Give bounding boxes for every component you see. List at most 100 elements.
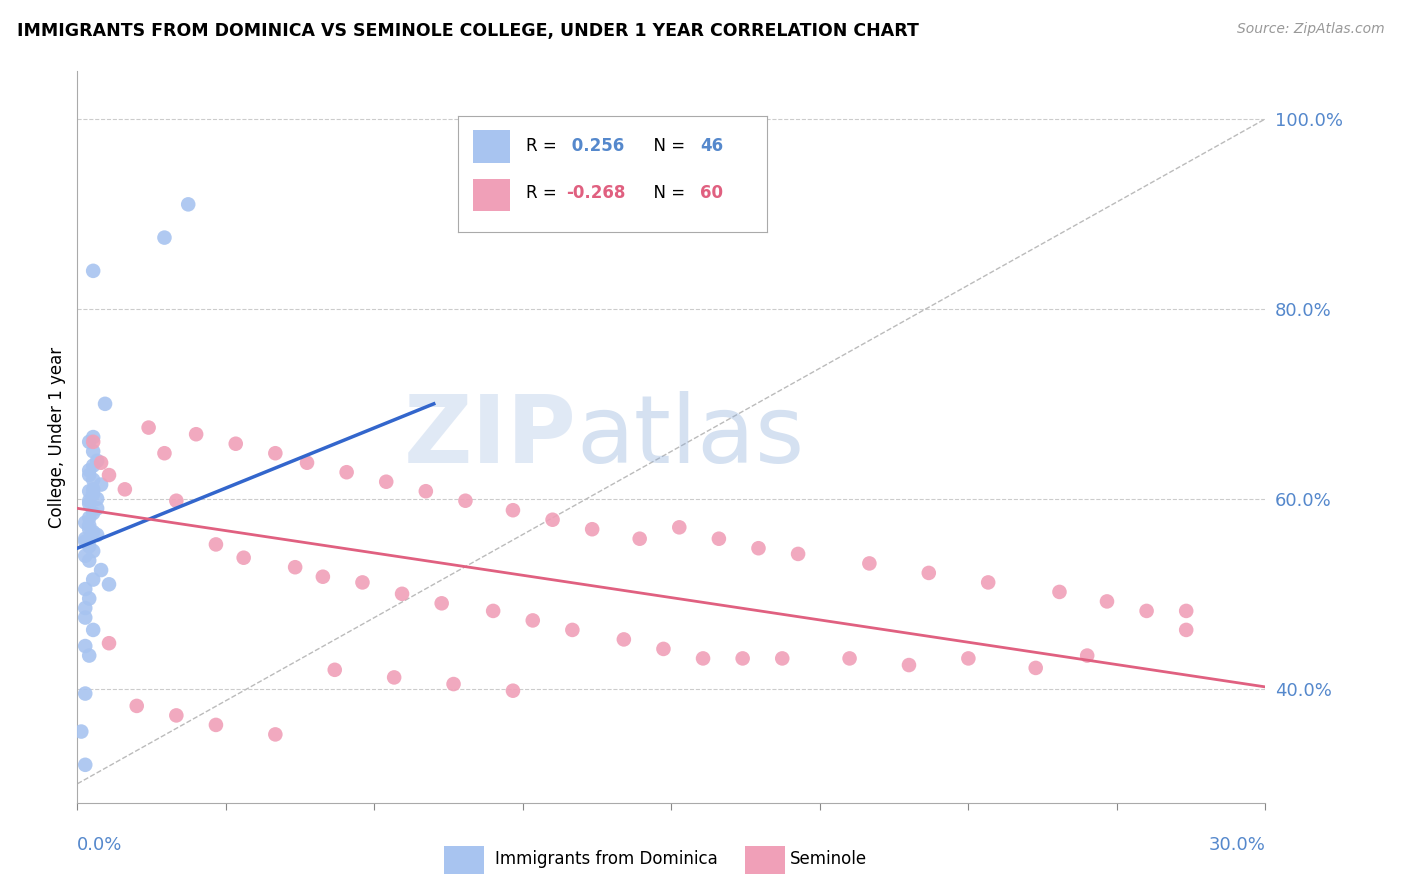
Point: [86, 454, 108, 468]
Point: [82, 434, 104, 449]
Point: [668, 520, 690, 534]
Point: [858, 557, 880, 571]
Point: [502, 683, 524, 698]
Point: [541, 513, 564, 527]
Text: N =: N =: [643, 185, 690, 202]
Point: [86, 491, 108, 506]
Point: [82, 264, 104, 278]
Point: [628, 532, 651, 546]
Point: [75, 639, 97, 653]
Point: [77, 553, 100, 567]
Point: [77, 497, 100, 511]
Point: [153, 230, 176, 244]
Text: Source: ZipAtlas.com: Source: ZipAtlas.com: [1237, 22, 1385, 37]
Text: ZIP: ZIP: [404, 391, 576, 483]
Point: [75, 532, 97, 546]
Point: [75, 610, 97, 624]
Point: [613, 632, 636, 647]
Text: N =: N =: [643, 136, 690, 155]
Point: [770, 651, 793, 665]
Point: [77, 434, 100, 449]
Text: 30.0%: 30.0%: [1209, 837, 1265, 855]
Point: [77, 518, 100, 533]
Text: 46: 46: [700, 136, 724, 155]
Point: [186, 427, 208, 442]
Text: -0.268: -0.268: [565, 185, 626, 202]
Point: [77, 539, 100, 553]
Point: [75, 757, 97, 772]
Point: [430, 596, 453, 610]
Text: 0.256: 0.256: [565, 136, 624, 155]
Point: [1049, 585, 1071, 599]
Point: [86, 501, 108, 516]
Point: [82, 458, 104, 473]
Point: [98, 577, 121, 591]
Point: [336, 465, 359, 479]
Point: [323, 663, 346, 677]
Point: [1025, 661, 1047, 675]
Point: [94, 397, 117, 411]
Point: [75, 534, 97, 549]
Point: [898, 658, 921, 673]
Point: [1095, 594, 1118, 608]
Point: [75, 549, 97, 563]
Point: [522, 614, 544, 628]
Point: [165, 493, 187, 508]
Point: [82, 524, 104, 539]
Point: [75, 601, 97, 615]
Point: [747, 541, 769, 556]
Point: [838, 651, 860, 665]
Point: [98, 468, 121, 483]
Point: [165, 708, 187, 723]
Text: Seminole: Seminole: [790, 849, 868, 868]
Point: [581, 522, 603, 536]
Point: [86, 528, 108, 542]
Point: [205, 537, 228, 551]
Point: [284, 560, 307, 574]
Point: [352, 575, 374, 590]
Point: [205, 718, 228, 732]
Point: [82, 444, 104, 458]
Point: [75, 516, 97, 530]
Bar: [444, 846, 484, 874]
Point: [82, 473, 104, 487]
Point: [177, 197, 200, 211]
Text: IMMIGRANTS FROM DOMINICA VS SEMINOLE COLLEGE, UNDER 1 YEAR CORRELATION CHART: IMMIGRANTS FROM DOMINICA VS SEMINOLE COL…: [17, 22, 918, 40]
Point: [90, 477, 112, 491]
Text: 60: 60: [700, 185, 723, 202]
Point: [82, 506, 104, 520]
Point: [70, 724, 93, 739]
Point: [82, 430, 104, 444]
Point: [977, 575, 1000, 590]
Text: R =: R =: [526, 185, 561, 202]
Point: [82, 487, 104, 501]
Point: [138, 420, 160, 434]
Point: [77, 463, 100, 477]
Point: [264, 446, 287, 460]
Point: [731, 651, 754, 665]
Point: [443, 677, 465, 691]
Point: [77, 511, 100, 525]
Point: [264, 727, 287, 741]
Point: [77, 591, 100, 606]
Point: [454, 493, 477, 508]
Point: [391, 587, 413, 601]
Point: [918, 566, 941, 580]
Point: [77, 484, 100, 499]
Text: Immigrants from Dominica: Immigrants from Dominica: [495, 849, 717, 868]
Point: [1136, 604, 1159, 618]
Point: [382, 670, 405, 684]
Point: [77, 493, 100, 508]
Point: [707, 532, 730, 546]
Point: [787, 547, 810, 561]
Point: [153, 446, 176, 460]
Point: [77, 468, 100, 483]
Point: [312, 570, 335, 584]
Point: [82, 544, 104, 558]
Point: [82, 623, 104, 637]
Point: [77, 522, 100, 536]
Point: [75, 687, 97, 701]
Text: 0.0%: 0.0%: [77, 837, 122, 855]
Point: [77, 648, 100, 663]
Point: [82, 483, 104, 497]
